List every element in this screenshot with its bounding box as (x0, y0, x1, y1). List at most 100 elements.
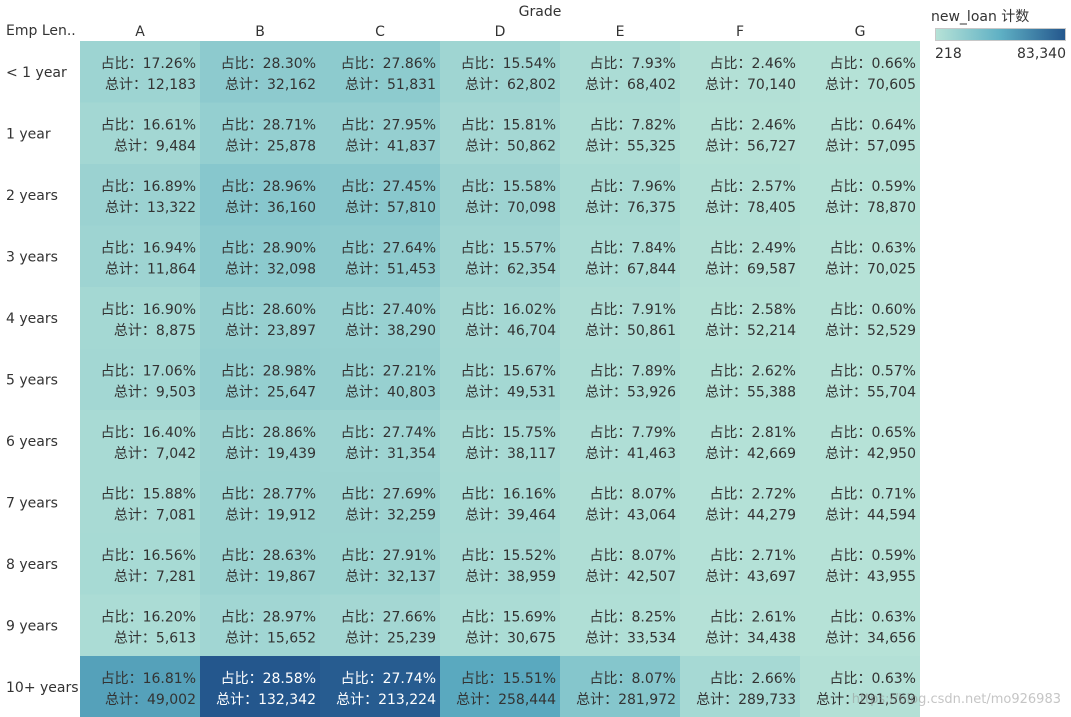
cell-total-label: 总计：258,444 (456, 692, 556, 708)
cell-total-label: 总计：32,137 (345, 569, 436, 585)
heatmap-cell[interactable] (560, 41, 680, 103)
heatmap-cell[interactable] (200, 41, 320, 103)
heatmap-cell[interactable] (680, 225, 800, 288)
cell-pct-label: 占比：2.49% (710, 240, 796, 256)
heatmap-cell[interactable] (560, 533, 680, 595)
heatmap-cell[interactable] (80, 225, 200, 288)
heatmap-cell[interactable] (680, 164, 800, 226)
cell-pct-label: 占比：27.74% (341, 425, 436, 441)
heatmap-cell[interactable] (80, 594, 200, 657)
heatmap-cell[interactable] (800, 287, 920, 349)
heatmap-cell[interactable] (800, 410, 920, 472)
heatmap-cell[interactable] (560, 348, 680, 411)
heatmap-cell[interactable] (200, 225, 320, 288)
heatmap-cell[interactable] (80, 656, 200, 717)
cell-pct-label: 占比：0.66% (830, 56, 916, 72)
heatmap-cell[interactable] (800, 164, 920, 226)
heatmap-cell[interactable] (800, 348, 920, 411)
heatmap-cell[interactable] (320, 164, 440, 226)
heatmap-cell[interactable] (80, 41, 200, 103)
cell-total-label: 总计：55,325 (585, 138, 676, 154)
heatmap-cell[interactable] (320, 287, 440, 349)
heatmap-cell[interactable] (200, 410, 320, 472)
heatmap-cell[interactable] (440, 348, 560, 411)
heatmap-cell[interactable] (80, 348, 200, 411)
heatmap-cell[interactable] (320, 533, 440, 595)
heatmap-cell[interactable] (440, 287, 560, 349)
heatmap-cell[interactable] (800, 225, 920, 288)
cell-pct-label: 占比：15.75% (461, 425, 556, 441)
heatmap-cell[interactable] (680, 410, 800, 472)
heatmap-cell[interactable] (320, 410, 440, 472)
cell-total-label: 总计：78,870 (825, 200, 916, 216)
heatmap-cell[interactable] (800, 656, 920, 717)
heatmap-cell[interactable] (680, 656, 800, 717)
cell-pct-label: 占比：0.71% (830, 486, 916, 502)
heatmap-cell[interactable] (80, 410, 200, 472)
cell-pct-label: 占比：28.30% (221, 56, 316, 72)
heatmap-cell[interactable] (440, 225, 560, 288)
heatmap-cell[interactable] (440, 164, 560, 226)
heatmap-cell[interactable] (80, 287, 200, 349)
cell-total-label: 总计：12,183 (105, 77, 196, 93)
heatmap-cell[interactable] (800, 102, 920, 165)
cell-pct-label: 占比：8.07% (590, 671, 676, 687)
heatmap-cell[interactable] (440, 102, 560, 165)
heatmap-cell[interactable] (560, 471, 680, 534)
heatmap-cell[interactable] (800, 594, 920, 657)
heatmap-cell[interactable] (800, 533, 920, 595)
heatmap-cell[interactable] (560, 164, 680, 226)
heatmap-cell[interactable] (320, 656, 440, 717)
column-label-F: F (736, 24, 744, 40)
heatmap-cell[interactable] (560, 656, 680, 717)
cell-pct-label: 占比：16.61% (101, 117, 196, 133)
heatmap-cell[interactable] (680, 102, 800, 165)
heatmap-cell[interactable] (560, 225, 680, 288)
heatmap-cell[interactable] (560, 594, 680, 657)
heatmap-cell[interactable] (560, 287, 680, 349)
row-label: 6 years (6, 434, 58, 450)
heatmap-cell[interactable] (320, 348, 440, 411)
heatmap-cell[interactable] (800, 471, 920, 534)
cell-pct-label: 占比：28.77% (221, 486, 316, 502)
heatmap-cell[interactable] (680, 594, 800, 657)
cell-total-label: 总计：7,281 (114, 569, 196, 585)
heatmap-cell[interactable] (200, 656, 320, 717)
heatmap-cell[interactable] (200, 102, 320, 165)
heatmap-cell[interactable] (320, 41, 440, 103)
heatmap-cell[interactable] (440, 41, 560, 103)
heatmap-cell[interactable] (200, 287, 320, 349)
row-header-title[interactable]: Emp Len.. (6, 23, 76, 39)
heatmap-cell[interactable] (680, 471, 800, 534)
heatmap-cell[interactable] (440, 656, 560, 717)
heatmap-cell[interactable] (440, 410, 560, 472)
heatmap-cell[interactable] (560, 410, 680, 472)
heatmap-cell[interactable] (680, 41, 800, 103)
heatmap-cell[interactable] (200, 348, 320, 411)
cell-pct-label: 占比：8.07% (590, 548, 676, 564)
cell-total-label: 总计：5,613 (114, 630, 196, 646)
heatmap-cell[interactable] (440, 594, 560, 657)
heatmap-cell[interactable] (80, 164, 200, 226)
heatmap-cell[interactable] (80, 102, 200, 165)
heatmap-cell[interactable] (80, 471, 200, 534)
heatmap-cell[interactable] (320, 594, 440, 657)
heatmap-cell[interactable] (200, 164, 320, 226)
heatmap-cell[interactable] (320, 225, 440, 288)
cell-pct-label: 占比：27.95% (341, 117, 436, 133)
heatmap-cell[interactable] (440, 471, 560, 534)
heatmap-cell[interactable] (200, 594, 320, 657)
cell-total-label: 总计：38,117 (465, 446, 556, 462)
cell-total-label: 总计：15,652 (225, 630, 316, 646)
heatmap-cell[interactable] (680, 348, 800, 411)
heatmap-cell[interactable] (440, 533, 560, 595)
heatmap-cell[interactable] (320, 102, 440, 165)
heatmap-cell[interactable] (560, 102, 680, 165)
heatmap-cell[interactable] (80, 533, 200, 595)
heatmap-cell[interactable] (680, 287, 800, 349)
heatmap-cell[interactable] (680, 533, 800, 595)
heatmap-cell[interactable] (800, 41, 920, 103)
heatmap-cell[interactable] (320, 471, 440, 534)
heatmap-cell[interactable] (200, 533, 320, 595)
heatmap-cell[interactable] (200, 471, 320, 534)
